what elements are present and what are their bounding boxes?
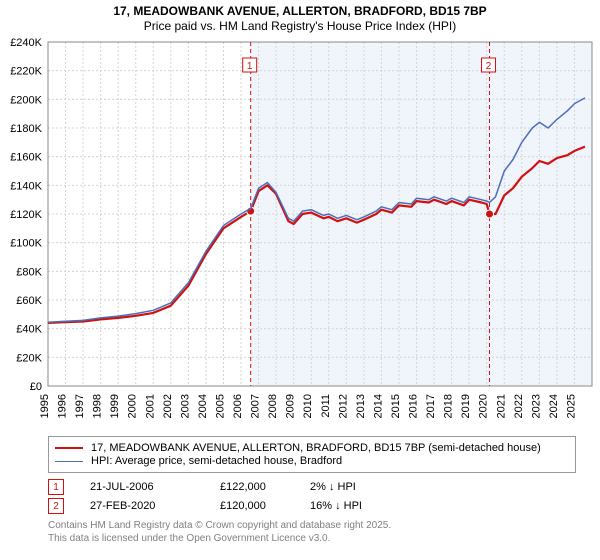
chart-area: £0 £20K £40K £60K £80K £100K £120K £140K £160K £1… [0, 34, 600, 434]
svg-text:2017: 2017 [425, 394, 437, 418]
legend-box: 17, MEADOWBANK AVENUE, ALLERTON, BRADFOR… [48, 436, 576, 473]
transaction-date: 27-FEB-2020 [90, 500, 220, 512]
legend-item: 17, MEADOWBANK AVENUE, ALLERTON, BRADFOR… [55, 442, 569, 454]
svg-text:2010: 2010 [302, 394, 314, 418]
svg-text:2005: 2005 [214, 394, 226, 418]
svg-text:£220K: £220K [10, 66, 42, 78]
svg-text:2019: 2019 [460, 394, 472, 418]
svg-text:2008: 2008 [267, 394, 279, 418]
transaction-rows: 1 21-JUL-2006£122,0002% ↓ HPI 2 27-FEB-2020… [48, 479, 586, 514]
transaction-delta: 16% ↓ HPI [310, 500, 420, 512]
svg-text:£240K: £240K [10, 37, 42, 49]
transaction-badge: 2 [48, 498, 64, 514]
svg-text:£120K: £120K [10, 209, 42, 221]
svg-text:2001: 2001 [144, 394, 156, 418]
svg-text:2022: 2022 [513, 394, 525, 418]
svg-text:2023: 2023 [530, 394, 542, 418]
svg-text:£180K: £180K [10, 123, 42, 135]
transaction-date: 21-JUL-2006 [90, 481, 220, 493]
svg-text:2002: 2002 [162, 394, 174, 418]
svg-text:2: 2 [486, 61, 492, 72]
svg-text:2024: 2024 [548, 394, 560, 418]
svg-text:1999: 1999 [109, 394, 121, 418]
svg-text:1996: 1996 [57, 394, 69, 418]
svg-text:2015: 2015 [390, 394, 402, 418]
svg-text:£60K: £60K [16, 295, 42, 307]
svg-text:2018: 2018 [443, 394, 455, 418]
svg-text:£100K: £100K [10, 238, 42, 250]
copyright-block: Contains HM Land Registry data © Crown c… [48, 520, 586, 545]
svg-text:£140K: £140K [10, 180, 42, 192]
svg-text:1998: 1998 [92, 394, 104, 418]
svg-text:£160K: £160K [10, 152, 42, 164]
copyright-line2: This data is licensed under the Open Gov… [48, 533, 586, 546]
svg-text:2006: 2006 [232, 394, 244, 418]
svg-text:2007: 2007 [250, 394, 262, 418]
transaction-price: £122,000 [220, 481, 310, 493]
svg-text:2013: 2013 [355, 394, 367, 418]
chart-title-line2: Price paid vs. HM Land Registry's House … [0, 19, 600, 34]
svg-text:2011: 2011 [320, 394, 332, 418]
svg-text:£0: £0 [30, 381, 42, 393]
chart-svg: £0 £20K £40K £60K £80K £100K £120K £140K £160K £1… [0, 34, 600, 434]
svg-text:1997: 1997 [74, 394, 86, 418]
transaction-row: 2 27-FEB-2020£120,00016% ↓ HPI [48, 498, 586, 514]
svg-text:£80K: £80K [16, 266, 42, 278]
svg-text:1995: 1995 [39, 394, 51, 418]
legend-label: 17, MEADOWBANK AVENUE, ALLERTON, BRADFOR… [91, 442, 541, 454]
svg-text:£200K: £200K [10, 94, 42, 106]
copyright-line1: Contains HM Land Registry data © Crown c… [48, 520, 586, 533]
legend-label: HPI: Average price, semi-detached house,… [91, 455, 342, 467]
svg-text:2004: 2004 [197, 394, 209, 418]
legend-item: HPI: Average price, semi-detached house,… [55, 455, 569, 467]
svg-text:2009: 2009 [285, 394, 297, 418]
transaction-price: £120,000 [220, 500, 310, 512]
svg-text:2020: 2020 [478, 394, 490, 418]
svg-text:2000: 2000 [127, 394, 139, 418]
legend-swatch [55, 447, 83, 449]
svg-text:2014: 2014 [372, 394, 384, 418]
svg-text:2021: 2021 [495, 394, 507, 418]
chart-title-line1: 17, MEADOWBANK AVENUE, ALLERTON, BRADFOR… [0, 4, 600, 19]
svg-text:2025: 2025 [565, 394, 577, 418]
footer: 17, MEADOWBANK AVENUE, ALLERTON, BRADFOR… [0, 436, 600, 545]
transaction-badge: 1 [48, 479, 64, 495]
transaction-row: 1 21-JUL-2006£122,0002% ↓ HPI [48, 479, 586, 495]
svg-text:2012: 2012 [337, 394, 349, 418]
svg-text:£20K: £20K [16, 352, 42, 364]
svg-text:2003: 2003 [179, 394, 191, 418]
svg-text:1: 1 [247, 61, 253, 72]
legend-swatch [55, 461, 83, 462]
svg-text:£40K: £40K [16, 324, 42, 336]
transaction-delta: 2% ↓ HPI [310, 481, 420, 493]
svg-text:2016: 2016 [408, 394, 420, 418]
chart-title-block: 17, MEADOWBANK AVENUE, ALLERTON, BRADFOR… [0, 0, 600, 34]
